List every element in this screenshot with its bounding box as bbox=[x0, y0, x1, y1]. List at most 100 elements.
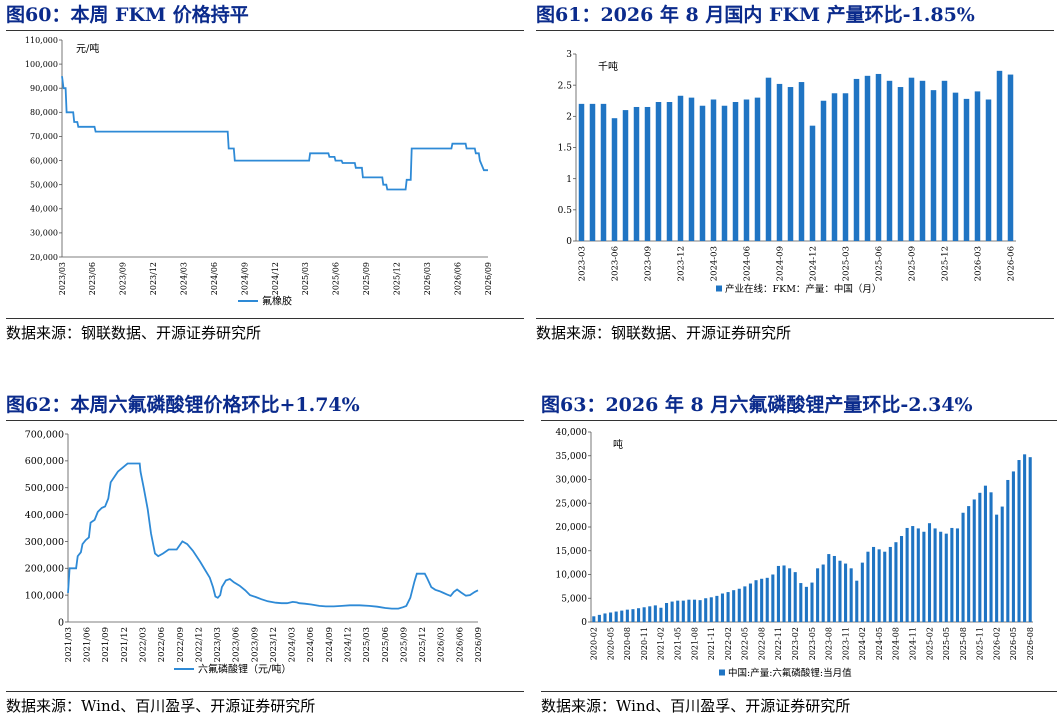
x-tick-label: 2023-03 bbox=[577, 246, 587, 281]
bar bbox=[888, 546, 892, 622]
x-tick-label: 2025-11 bbox=[976, 627, 985, 660]
x-tick-label: 2025/09 bbox=[362, 262, 371, 295]
x-tick-label: 2025/03 bbox=[362, 627, 372, 662]
y-tick-label: 10,000 bbox=[556, 571, 588, 581]
bar bbox=[933, 528, 937, 622]
bar bbox=[776, 565, 780, 622]
y-tick-label: 1 bbox=[566, 175, 572, 185]
bar bbox=[995, 514, 999, 622]
x-tick-label: 2025-09 bbox=[907, 246, 917, 281]
x-tick-label: 2023-08 bbox=[825, 627, 834, 660]
chart-lipf6-price: 0 100,000 200,000 300,000 400,000 500,000 600,… bbox=[25, 429, 484, 676]
bar bbox=[849, 568, 853, 622]
x-tick-label: 2023-06 bbox=[610, 246, 620, 281]
x-tick-label: 2024-12 bbox=[808, 246, 818, 281]
series-line bbox=[61, 76, 488, 191]
x-tick-label: 2020-02 bbox=[590, 627, 599, 660]
x-tick-label: 2021/12 bbox=[120, 627, 130, 662]
x-tick-label: 2024/09 bbox=[240, 262, 249, 295]
y-tick-label: 15,000 bbox=[556, 547, 588, 557]
bar bbox=[666, 102, 673, 241]
bar bbox=[877, 549, 881, 622]
bar bbox=[589, 103, 596, 242]
source-rule bbox=[6, 691, 524, 692]
bar bbox=[609, 612, 613, 622]
x-tick-label: 2022-05 bbox=[741, 627, 750, 660]
y-tick-label: 500,000 bbox=[25, 483, 64, 494]
bar bbox=[633, 106, 640, 241]
bar bbox=[944, 533, 948, 622]
x-tick-label: 2020-11 bbox=[640, 627, 649, 660]
x-tick-label: 2025-12 bbox=[940, 246, 950, 281]
bar bbox=[799, 583, 803, 622]
y-tick-label: 2.5 bbox=[558, 81, 573, 91]
y-tick-label: 110,000 bbox=[25, 36, 58, 45]
bar bbox=[787, 87, 794, 241]
bar bbox=[983, 485, 987, 622]
x-tick-label: 2025-08 bbox=[959, 627, 968, 660]
bar bbox=[600, 103, 607, 242]
unit-label: 元/吨 bbox=[76, 42, 99, 55]
x-tick-label: 2026/09 bbox=[484, 262, 493, 295]
bar bbox=[883, 551, 887, 622]
bar bbox=[655, 102, 662, 241]
bar bbox=[930, 90, 937, 242]
bar bbox=[687, 599, 691, 622]
x-tick-label: 2023-11 bbox=[841, 627, 850, 660]
bar bbox=[726, 592, 730, 622]
bar bbox=[809, 125, 816, 241]
x-tick-label: 2022-11 bbox=[774, 627, 783, 660]
bar bbox=[1007, 74, 1014, 241]
x-tick-label: 2025/12 bbox=[393, 262, 402, 295]
bar bbox=[664, 603, 669, 622]
bar bbox=[737, 588, 741, 622]
x-tick-label: 2023-12 bbox=[676, 246, 686, 281]
x-tick-label: 2023/09 bbox=[250, 627, 260, 662]
x-tick-label: 2022/06 bbox=[157, 627, 167, 662]
bar bbox=[688, 97, 695, 241]
x-tick-label: 2026-05 bbox=[1009, 627, 1018, 660]
bar bbox=[952, 92, 959, 242]
x-tick-label: 2026/03 bbox=[423, 262, 432, 295]
x-tick-label: 2024-02 bbox=[858, 627, 867, 660]
bar bbox=[908, 77, 915, 241]
bar bbox=[715, 595, 719, 623]
y-tick-label: 0 bbox=[566, 237, 572, 247]
bar bbox=[804, 586, 808, 622]
bar bbox=[967, 506, 971, 622]
panel-fkm-price: 图60：本周 FKM 价格持平 20,000 30,000 40,000 50,000… bbox=[6, 0, 524, 350]
bar bbox=[963, 98, 970, 241]
bar bbox=[765, 77, 772, 241]
x-tick-label: 2022/09 bbox=[176, 627, 186, 662]
y-tick-label: 400,000 bbox=[25, 510, 64, 521]
bar bbox=[642, 607, 646, 622]
bar bbox=[676, 600, 680, 623]
y-tick-label: 30,000 bbox=[30, 229, 58, 238]
bar bbox=[659, 607, 663, 622]
title-rule bbox=[536, 30, 1054, 31]
y-tick-label: 2 bbox=[566, 112, 572, 122]
bar bbox=[648, 606, 652, 622]
bar bbox=[732, 590, 736, 622]
bar bbox=[919, 80, 926, 241]
x-tick-label: 2022/12 bbox=[194, 627, 204, 662]
bar bbox=[677, 95, 684, 241]
x-tick-label: 2021/09 bbox=[101, 627, 111, 662]
bar bbox=[776, 83, 783, 241]
bar bbox=[1023, 454, 1027, 622]
x-tick-label: 2024/06 bbox=[306, 627, 316, 662]
bar bbox=[996, 70, 1003, 241]
x-tick-label: 2021-11 bbox=[707, 627, 716, 660]
bar bbox=[974, 91, 981, 242]
y-tick-label: 20,000 bbox=[556, 523, 588, 533]
bar bbox=[754, 580, 758, 622]
source-note: 数据来源：钢联数据、开源证券研究所 bbox=[536, 324, 792, 342]
y-tick-label: 90,000 bbox=[30, 84, 58, 93]
x-tick-label: 2022-02 bbox=[724, 627, 733, 660]
source-note: 数据来源：钢联数据、开源证券研究所 bbox=[6, 324, 262, 342]
bar bbox=[894, 542, 898, 622]
bar bbox=[972, 499, 976, 622]
legend-label: 六氟磷酸锂（元/吨） bbox=[198, 663, 291, 676]
x-tick-label: 2026/03 bbox=[437, 627, 447, 662]
bar bbox=[875, 73, 882, 241]
